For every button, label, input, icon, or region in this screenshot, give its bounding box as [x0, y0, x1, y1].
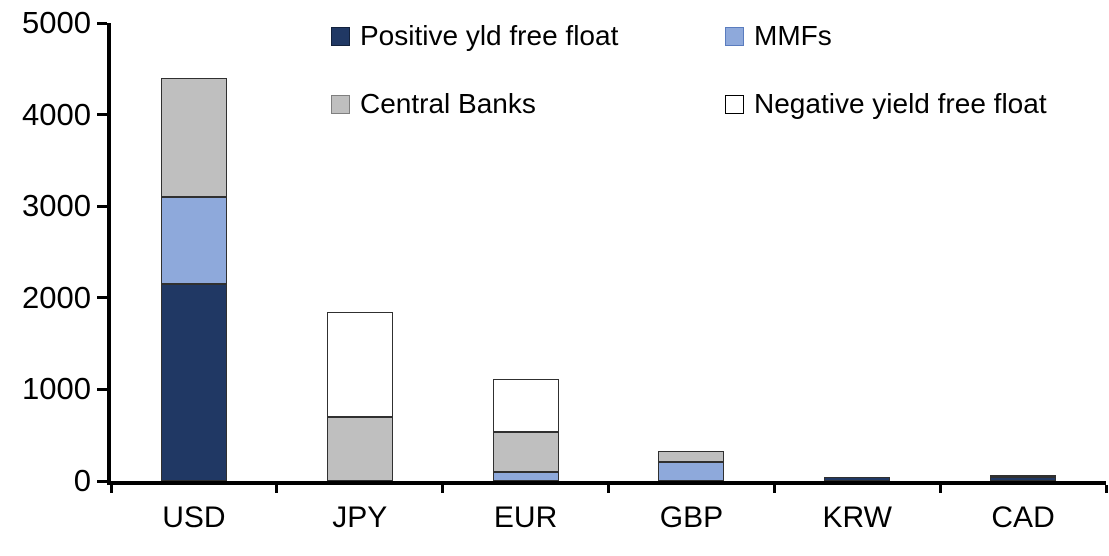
x-axis-tick	[109, 485, 113, 493]
bar-segment	[160, 77, 227, 198]
bar-segment	[492, 379, 559, 432]
legend-label: Negative yield free float	[754, 88, 1047, 119]
y-axis-tick	[97, 21, 107, 25]
y-axis-tick	[97, 387, 107, 391]
bar-segment	[160, 284, 227, 481]
legend-swatch-mmfs	[725, 26, 744, 46]
legend-swatch-negative-yield-free-float	[725, 94, 744, 114]
y-axis-tick-label: 0	[73, 463, 91, 498]
x-axis-tick	[938, 485, 942, 493]
x-axis-label-cad: CAD	[991, 501, 1055, 534]
legend-item-mmfs: MMFs	[725, 20, 832, 51]
legend-label: Positive yld free float	[360, 20, 619, 51]
bar-segment	[326, 416, 393, 481]
legend-item-positive-yld-free-float: Positive yld free float	[331, 20, 619, 51]
y-axis-tick-label: 1000	[22, 371, 91, 407]
bar-segment	[824, 477, 891, 481]
bar-eur	[492, 379, 559, 481]
bar-cad	[990, 475, 1057, 481]
x-axis-label-krw: KRW	[822, 501, 892, 534]
legend-swatch-central-banks	[331, 94, 350, 114]
x-axis-tick	[441, 485, 445, 493]
bar-segment	[990, 477, 1057, 481]
x-axis-tick	[607, 485, 610, 493]
x-axis-label-gbp: GBP	[659, 501, 724, 534]
bar-segment	[492, 432, 559, 472]
y-axis-tick-label: 2000	[22, 279, 91, 315]
bar-segment	[326, 312, 393, 417]
bar-krw	[824, 477, 891, 481]
bar-segment	[658, 450, 725, 462]
y-axis-labels: 0 1000 2000 3000 4000 5000	[0, 7, 107, 497]
y-axis-tick-label: 3000	[22, 188, 91, 224]
x-axis-labels: USD JPY EUR GBP KRW CAD	[111, 501, 1106, 537]
y-axis-tick	[97, 204, 107, 208]
x-axis-label-eur: EUR	[493, 501, 558, 534]
y-axis-tick-label: 4000	[22, 96, 91, 132]
x-axis-tick	[772, 485, 776, 493]
y-axis-tick	[97, 296, 107, 300]
legend-swatch-positive-yld-free-float	[331, 26, 350, 46]
y-axis-tick	[97, 113, 107, 117]
plot-area	[97, 21, 1108, 493]
bar-jpy	[326, 312, 393, 481]
x-axis-label-usd: USD	[162, 501, 226, 534]
bar-segment	[160, 197, 227, 285]
y-axis-tick	[97, 479, 107, 483]
y-axis-tick-label: 5000	[22, 5, 91, 40]
bar-segment	[658, 461, 725, 481]
legend-label: Central Banks	[360, 88, 536, 119]
x-axis-label-jpy: JPY	[332, 501, 388, 534]
legend-item-negative-yield-free-float: Negative yield free float	[725, 88, 1047, 119]
bar-gbp	[658, 450, 725, 481]
legend-item-central-banks: Central Banks	[331, 88, 536, 119]
bar-segment	[990, 475, 1057, 478]
x-axis-tick	[275, 485, 279, 493]
bar-segment	[492, 471, 559, 481]
bar-usd	[160, 77, 227, 481]
x-axis-tick	[1104, 485, 1108, 493]
legend-label: MMFs	[754, 20, 832, 51]
